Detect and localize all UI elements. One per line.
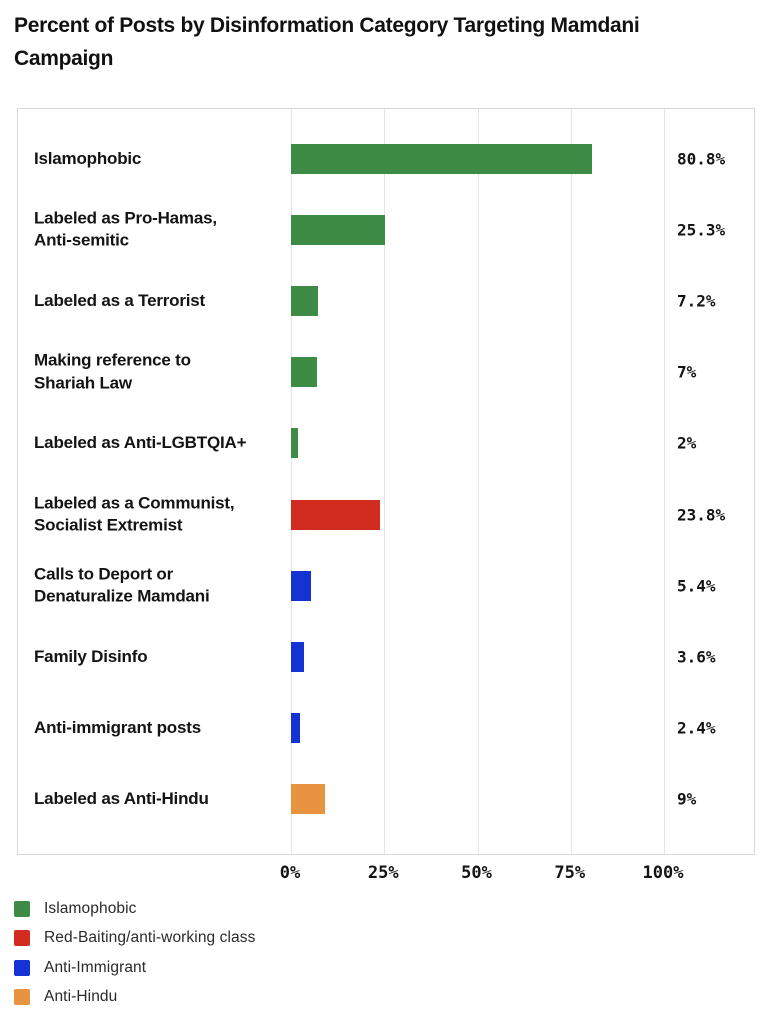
bar-row: Making reference to Shariah Law 7% (18, 337, 754, 408)
gridline (291, 109, 292, 854)
bar-rows: Islamophobic 80.8% Labeled as Pro-Hamas, A… (18, 123, 754, 835)
gridline (477, 109, 479, 854)
value-label: 2% (677, 433, 697, 453)
value-label: 5.4% (677, 576, 716, 596)
value-label: 7% (677, 362, 697, 382)
legend-label: Islamophobic (44, 899, 137, 917)
legend-label: Anti-Hindu (44, 988, 118, 1006)
value-label: 9% (677, 789, 697, 809)
value-label: 2.4% (677, 718, 716, 738)
bar (291, 357, 318, 388)
value-label: 80.8% (677, 149, 726, 169)
bar-row: Islamophobic 80.8% (18, 123, 754, 194)
legend-swatch-icon (14, 900, 30, 917)
category-label: Labeled as a Terrorist (34, 290, 206, 310)
legend-swatch-icon (14, 989, 30, 1006)
category-label: Labeled as Anti-Hindu (34, 789, 209, 809)
legend-item: Islamophobic (14, 894, 255, 924)
bar-row: Labeled as a Terrorist 7.2% (18, 265, 754, 336)
category-label: Labeled as a Communist, Socialist Extrem… (34, 493, 235, 535)
bar-row: Labeled as Pro-Hamas, Anti-semitic 25.3% (18, 194, 754, 265)
gridline (570, 109, 572, 854)
bar (291, 784, 325, 815)
x-tick-label: 0% (279, 863, 301, 883)
legend-swatch-icon (14, 930, 30, 947)
legend: Islamophobic Red-Baiting/anti-working cla… (14, 894, 255, 1012)
bar-row: Anti-immigrant posts 2.4% (18, 693, 754, 764)
category-label: Anti-immigrant posts (34, 717, 201, 737)
bar-row: Calls to Deport or Denaturalize Mamdani 5… (18, 550, 754, 621)
category-label: Calls to Deport or Denaturalize Mamdani (34, 564, 210, 606)
page-title: Percent of Posts by Disinformation Categ… (14, 14, 640, 70)
category-label: Labeled as Pro-Hamas, Anti-semitic (34, 208, 217, 250)
value-label: 3.6% (677, 647, 716, 667)
x-tick-label: 100% (642, 863, 684, 883)
x-tick-label: 25% (367, 863, 399, 883)
category-label: Labeled as Anti-LGBTQIA+ (34, 433, 247, 453)
bar (291, 713, 300, 744)
bar (291, 428, 299, 459)
legend-label: Red-Baiting/anti-working class (44, 929, 256, 947)
category-label: Making reference to Shariah Law (34, 350, 191, 393)
bar (291, 285, 318, 316)
bar (291, 641, 305, 672)
bar-row: Labeled as Anti-LGBTQIA+ 2% (18, 408, 754, 479)
legend-swatch-icon (14, 959, 30, 976)
bar (291, 570, 312, 601)
gridline (384, 109, 386, 854)
value-label: 7.2% (677, 291, 716, 311)
value-label: 25.3% (677, 220, 726, 240)
legend-label: Anti-Immigrant (44, 958, 147, 976)
legend-item: Anti-Hindu (14, 983, 255, 1013)
category-label: Islamophobic (34, 148, 142, 168)
category-label: Family Disinfo (34, 646, 148, 666)
x-tick-label: 50% (461, 863, 492, 883)
gridline (664, 109, 665, 854)
bar-row: Labeled as Anti-Hindu 9% (18, 764, 754, 835)
bar (291, 143, 593, 174)
bar (291, 499, 380, 530)
bar (291, 214, 386, 245)
bar-row: Family Disinfo 3.6% (18, 621, 754, 692)
legend-item: Anti-Immigrant (14, 953, 255, 983)
x-tick-label: 75% (554, 863, 586, 883)
chart-panel: Islamophobic 80.8% Labeled as Pro-Hamas, A… (17, 108, 755, 855)
value-label: 23.8% (677, 505, 726, 525)
legend-item: Red-Baiting/anti-working class (14, 924, 255, 954)
bar-row: Labeled as a Communist, Socialist Extrem… (18, 479, 754, 550)
